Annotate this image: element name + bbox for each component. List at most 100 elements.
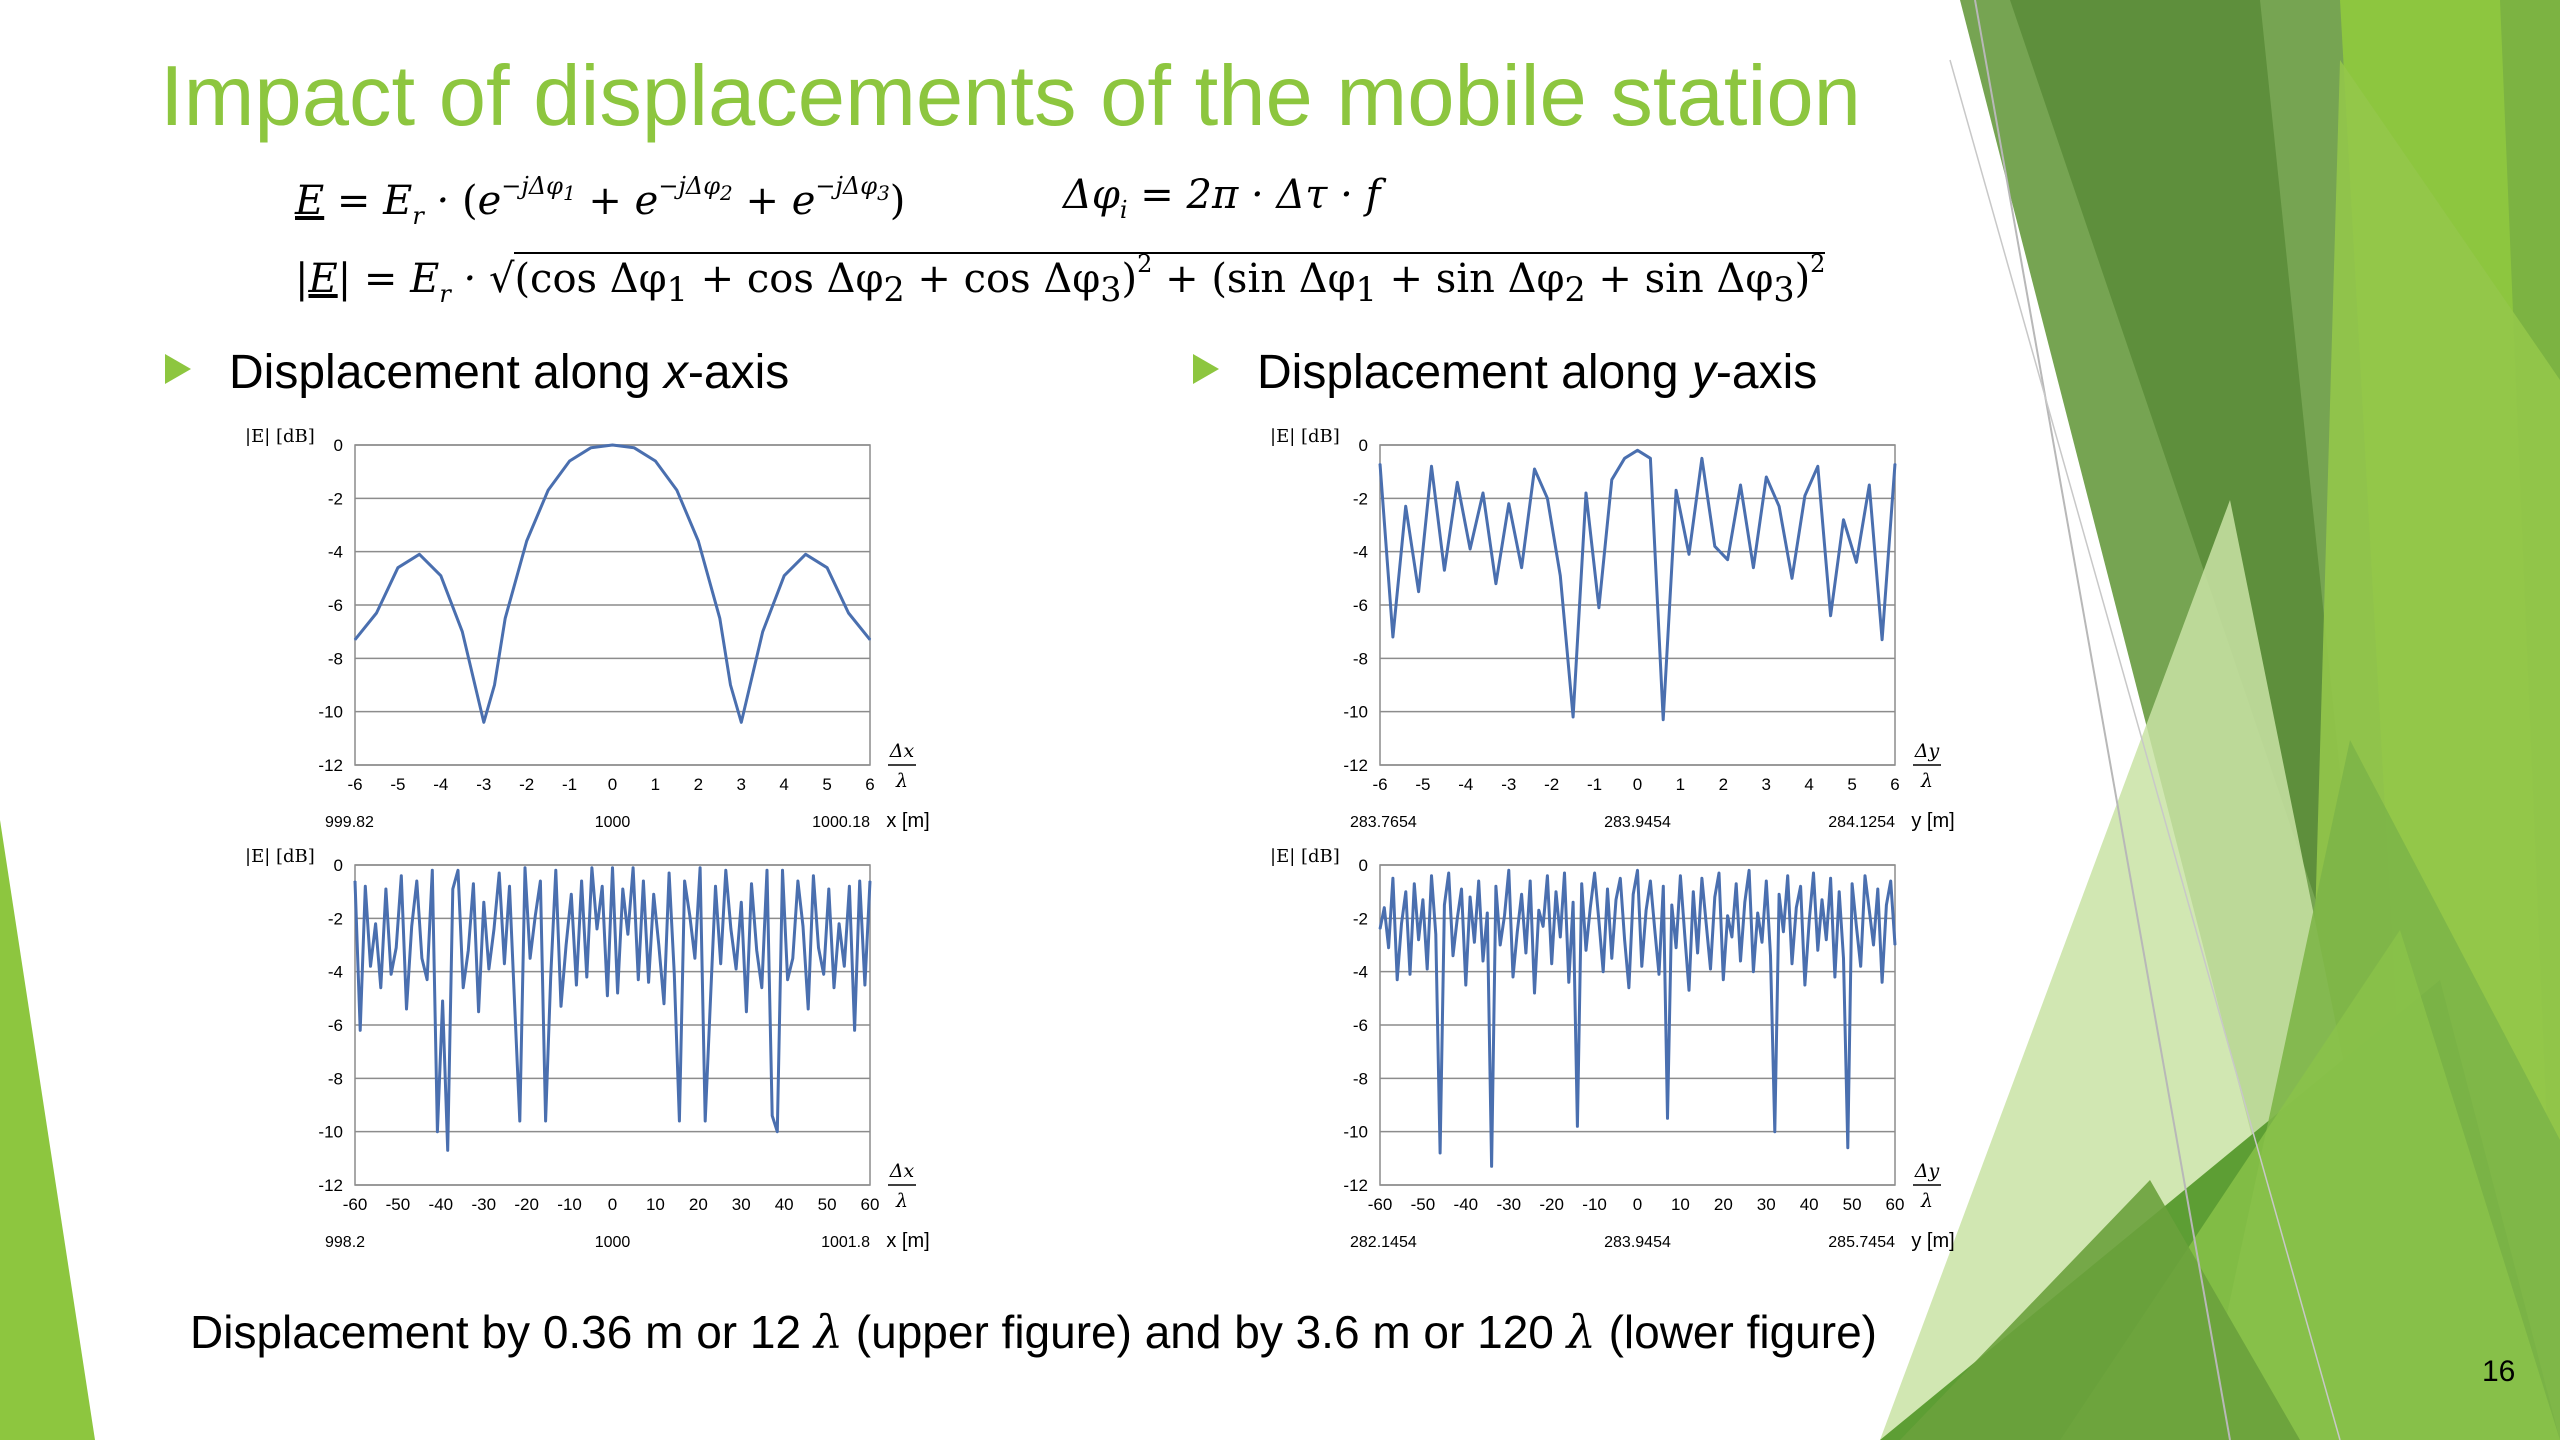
data-point bbox=[1872, 944, 1875, 946]
data-point bbox=[755, 949, 758, 952]
data-point bbox=[1842, 518, 1845, 521]
data-point bbox=[714, 885, 717, 888]
data-point bbox=[858, 880, 861, 882]
data-point bbox=[676, 489, 678, 492]
y-tick-label: -6 bbox=[1353, 596, 1368, 615]
x-axis-label-top: Δy bbox=[1914, 740, 1940, 762]
x-tick-label: 3 bbox=[737, 775, 746, 794]
data-point bbox=[1868, 909, 1871, 912]
data-point bbox=[418, 553, 421, 556]
data-point bbox=[1855, 925, 1858, 928]
data-point bbox=[1889, 880, 1892, 882]
data-point bbox=[590, 446, 592, 449]
x-tick-label: -6 bbox=[347, 775, 362, 794]
position-label: 283.9454 bbox=[1604, 1234, 1671, 1251]
data-point bbox=[1550, 962, 1553, 965]
y-tick-label: -10 bbox=[1343, 703, 1368, 722]
y-tick-label: -8 bbox=[1353, 649, 1368, 668]
y-tick-label: -8 bbox=[328, 1069, 343, 1088]
data-point bbox=[519, 1120, 521, 1122]
data-point bbox=[1859, 965, 1862, 968]
y-tick-label: -8 bbox=[328, 649, 343, 668]
data-point bbox=[385, 888, 387, 890]
data-point bbox=[1628, 986, 1630, 989]
data-point bbox=[1477, 880, 1480, 882]
data-point bbox=[1658, 973, 1660, 976]
x-tick-label: 0 bbox=[1633, 1195, 1642, 1214]
data-point bbox=[400, 874, 403, 877]
formula-field-vector: E = Er · (e−jΔφ1 + e−jΔφ2 + e−jΔφ3) bbox=[295, 172, 906, 230]
data-point bbox=[1718, 872, 1720, 874]
data-point bbox=[539, 880, 542, 882]
x-unit-label: y [m] bbox=[1911, 1230, 1954, 1252]
data-point bbox=[1580, 882, 1583, 885]
data-point bbox=[1443, 569, 1446, 572]
data-point bbox=[1778, 505, 1780, 508]
data-point bbox=[1417, 590, 1420, 593]
data-point bbox=[1460, 888, 1463, 890]
position-label: 998.2 bbox=[325, 1234, 365, 1251]
slide-title: Impact of displacements of the mobile st… bbox=[160, 49, 1861, 144]
data-point bbox=[1430, 874, 1433, 877]
data-point bbox=[1735, 882, 1738, 885]
data-point bbox=[688, 914, 691, 917]
data-point bbox=[1692, 890, 1695, 893]
x-tick-label: -2 bbox=[519, 775, 534, 794]
data-point bbox=[1456, 917, 1459, 920]
data-point bbox=[1434, 933, 1437, 936]
y-tick-label: -4 bbox=[1353, 963, 1368, 982]
data-point bbox=[560, 1005, 562, 1008]
data-point bbox=[1696, 952, 1699, 954]
x-tick-label: 4 bbox=[779, 775, 788, 794]
x-tick-label: 5 bbox=[822, 775, 831, 794]
data-point bbox=[1495, 885, 1497, 888]
data-point bbox=[807, 1008, 809, 1010]
data-point bbox=[1555, 890, 1557, 893]
data-point bbox=[1804, 984, 1806, 986]
data-point bbox=[1559, 936, 1562, 938]
data-point bbox=[735, 968, 737, 970]
data-point bbox=[1546, 497, 1549, 500]
data-point bbox=[547, 489, 549, 492]
data-point bbox=[791, 957, 794, 960]
data-point bbox=[725, 869, 727, 872]
data-point bbox=[668, 872, 670, 874]
position-label: 284.1254 bbox=[1828, 814, 1895, 831]
position-label: 283.9454 bbox=[1604, 814, 1671, 831]
slide-caption: Displacement by 0.36 m or 12 λ (upper fi… bbox=[190, 1305, 1877, 1359]
x-tick-label: 10 bbox=[646, 1195, 665, 1214]
data-point bbox=[1636, 869, 1639, 872]
data-point bbox=[826, 566, 828, 569]
data-point bbox=[1568, 981, 1570, 984]
data-point bbox=[568, 460, 571, 462]
x-axis-label-top: Δx bbox=[889, 1160, 915, 1182]
data-point bbox=[802, 925, 804, 928]
data-point bbox=[1572, 901, 1574, 904]
x-tick-label: -1 bbox=[562, 775, 577, 794]
data-point bbox=[633, 446, 635, 449]
data-point bbox=[1877, 888, 1879, 890]
data-point bbox=[658, 944, 660, 946]
data-point bbox=[647, 981, 650, 984]
data-point bbox=[1675, 946, 1677, 949]
x-tick-label: 4 bbox=[1804, 775, 1813, 794]
y-tick-label: -2 bbox=[1353, 489, 1368, 508]
data-point bbox=[673, 973, 676, 976]
y-tick-label: -10 bbox=[1343, 1123, 1368, 1142]
data-point bbox=[1666, 1117, 1669, 1120]
data-point bbox=[1465, 984, 1467, 986]
data-point bbox=[1525, 952, 1527, 954]
bullet-arrow-icon bbox=[165, 354, 191, 384]
data-point bbox=[848, 885, 851, 888]
data-point bbox=[1645, 909, 1647, 912]
data-point bbox=[1795, 906, 1798, 909]
data-point bbox=[1409, 973, 1411, 976]
chart-x-displacement-small: 0-2-4-6-8-10-12-6 -5 -4 -3 -2 -1 0 1 2 3 4 5 6|E| [d… bbox=[245, 426, 930, 832]
data-point bbox=[783, 574, 785, 577]
data-point bbox=[397, 566, 399, 569]
data-point bbox=[1864, 874, 1866, 877]
position-label: 1000 bbox=[595, 1234, 631, 1251]
data-point bbox=[1593, 872, 1596, 874]
data-point bbox=[379, 986, 382, 989]
data-point bbox=[457, 869, 459, 872]
